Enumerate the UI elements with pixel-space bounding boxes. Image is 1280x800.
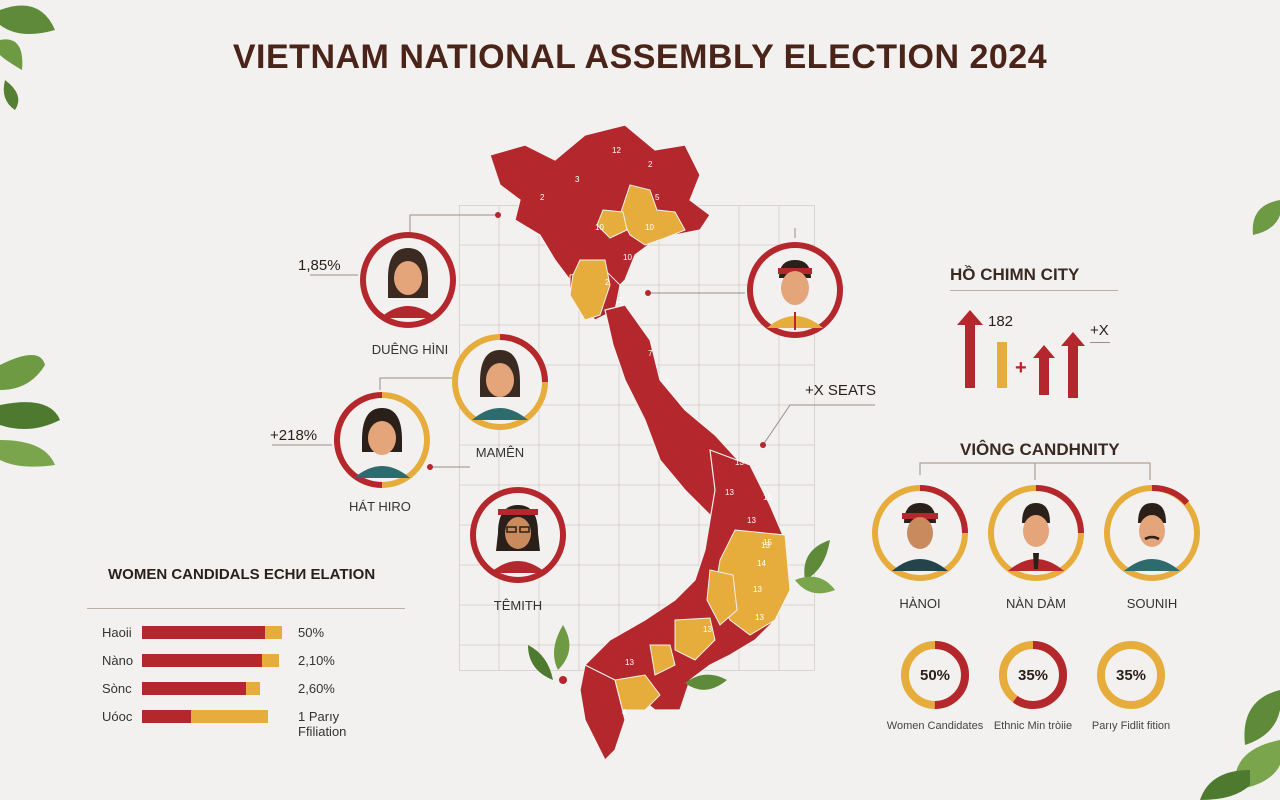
svg-text:12: 12 xyxy=(612,146,621,155)
candidate-1-value: 1,85% xyxy=(298,257,341,274)
women-row-value: 2,10% xyxy=(298,653,335,668)
women-bars: Haoii 50% Nàno 2,10% Sònc 2,60% Uóoc 1 Parıy Ff… xyxy=(0,0,346,739)
svg-text:4: 4 xyxy=(622,708,627,717)
candidate-avatar-5[interactable] xyxy=(745,240,845,340)
leaf-decoration-left xyxy=(0,355,60,467)
women-row-bar-red xyxy=(142,682,246,695)
candidate-4-name: TÊMITH xyxy=(493,598,543,613)
women-row-bar-gold xyxy=(265,626,282,639)
candidacy-1-name: HÀNOI xyxy=(899,596,941,611)
candidacy-avatar-3[interactable] xyxy=(1102,483,1202,583)
women-row-value: 1 Parıy Ffiliation xyxy=(298,709,347,739)
candidacy-3-name: SOUNIH xyxy=(1126,596,1178,611)
candidacy-avatar-2[interactable] xyxy=(986,483,1086,583)
women-section-divider xyxy=(87,608,405,609)
women-row-bar-gold xyxy=(191,710,268,723)
svg-text:13: 13 xyxy=(747,516,756,525)
city-change-underline xyxy=(1090,342,1110,343)
candidate-avatar-1[interactable] xyxy=(358,230,458,330)
svg-text:14: 14 xyxy=(757,559,766,568)
donut-value-arc xyxy=(999,641,1067,709)
candidate-avatar-3[interactable] xyxy=(332,390,432,490)
leaf-decoration-map-bottom xyxy=(685,674,727,690)
donut-value-label: 50% xyxy=(920,667,950,684)
candidacy-2-name: NÀN DÀM xyxy=(1006,596,1066,611)
city-bars xyxy=(957,310,1085,398)
svg-text:13: 13 xyxy=(755,613,764,622)
donut-value-arc xyxy=(901,641,969,709)
svg-text:10: 10 xyxy=(645,223,654,232)
svg-text:15: 15 xyxy=(763,538,772,547)
donut-value-label: 35% xyxy=(1018,667,1048,684)
leaf-decoration-map-right xyxy=(795,540,835,594)
candidacy-avatar-1[interactable] xyxy=(870,483,970,583)
women-row-label: Sònc xyxy=(102,681,132,696)
donut-value-label: 35% xyxy=(1116,667,1146,684)
donut-caption: Women Candidates xyxy=(886,720,984,732)
candidate-1-name: DUÊNG HÌNI xyxy=(371,342,449,357)
leaf-decoration-top-left xyxy=(0,5,55,110)
donut-caption: Parıy Fidlit fition xyxy=(1091,720,1171,732)
leaf-decoration-bottom-right xyxy=(1200,690,1280,800)
svg-text:2: 2 xyxy=(648,160,653,169)
svg-text:7: 7 xyxy=(665,378,670,387)
women-row-bar-red xyxy=(142,626,266,639)
women-row-label: Uóoc xyxy=(102,709,133,724)
donut-charts: 50% Women Candidates 35% Ethnic Min tròiie 3… xyxy=(880,630,1180,740)
city-divider xyxy=(950,290,1118,291)
vietnam-map: 12 2 2 3 5 10 10 2 10 2 7 7 13 13 15 13 … xyxy=(489,124,791,762)
svg-text:13: 13 xyxy=(753,585,762,594)
svg-text:13: 13 xyxy=(725,488,734,497)
donut-chart-2: 35% xyxy=(999,641,1067,709)
svg-text:7: 7 xyxy=(648,349,653,358)
women-row-value: 50% xyxy=(298,625,325,640)
city-title: HỒ CHIMN CITY xyxy=(950,265,1080,284)
women-row-bar-red xyxy=(142,710,191,723)
svg-text:10: 10 xyxy=(623,253,632,262)
women-row-value: 2,60% xyxy=(298,681,335,696)
svg-text:15: 15 xyxy=(763,493,772,502)
map-region-labels: 12 2 2 3 5 10 10 2 10 2 7 7 13 13 15 13 … xyxy=(540,146,772,717)
svg-text:13: 13 xyxy=(761,541,770,550)
women-row-label: Haoii xyxy=(102,625,132,640)
leaf-decoration-map-left xyxy=(528,625,570,684)
women-row-bar-gold xyxy=(262,654,280,667)
svg-text:10: 10 xyxy=(595,223,604,232)
donut-track xyxy=(1097,641,1165,709)
women-row-bar-gold xyxy=(245,682,260,695)
svg-text:5: 5 xyxy=(655,193,660,202)
leaf-decoration-right xyxy=(1252,200,1280,235)
svg-text:2: 2 xyxy=(618,296,623,305)
city-bars-value: 182 xyxy=(988,313,1014,330)
candidate-3-name: HÁT HIRO xyxy=(349,499,411,514)
candidacy-title: VIÔNG CANDHNITY xyxy=(960,440,1120,459)
svg-text:13: 13 xyxy=(625,658,634,667)
candidate-avatar-4[interactable] xyxy=(468,485,568,585)
donut-chart-3: 35% xyxy=(1097,641,1165,709)
svg-text:2: 2 xyxy=(540,193,545,202)
candidate-avatar-2[interactable] xyxy=(450,332,550,432)
city-plus: + xyxy=(1015,357,1027,379)
seats-callout: +X SEATS xyxy=(805,382,877,399)
donut-chart-1: 50% xyxy=(901,641,969,709)
women-row-bar-red xyxy=(142,654,263,667)
donut-caption: Ethnic Min tròiie xyxy=(993,720,1073,732)
candidate-3-value: +218% xyxy=(270,427,318,444)
page-title: VIETNAM NATIONAL ASSEMBLY ELECTION 2024 xyxy=(232,38,1048,76)
svg-text:13: 13 xyxy=(703,625,712,634)
candidate-2-name: MAMÊN xyxy=(475,445,525,460)
city-change: +X xyxy=(1090,322,1109,339)
women-section-title: WOMEN CANDIDALS ECHИ ELATION xyxy=(108,566,376,583)
svg-text:13: 13 xyxy=(735,458,744,467)
svg-text:2: 2 xyxy=(605,278,610,287)
svg-text:3: 3 xyxy=(575,175,580,184)
women-row-label: Nàno xyxy=(102,653,134,668)
